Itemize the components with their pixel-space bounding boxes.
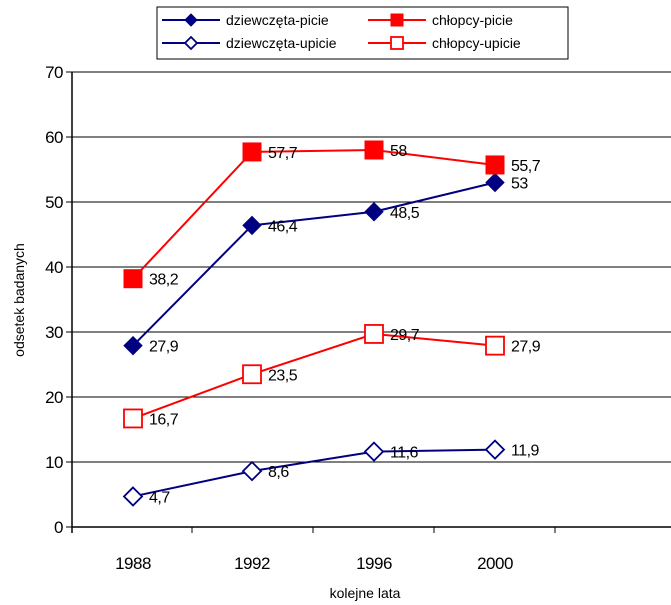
legend-marker [390, 36, 404, 50]
series-line [132, 148, 496, 280]
x-tick-label: 1992 [234, 554, 270, 573]
legend-marker [183, 35, 199, 51]
data-label: 11,6 [390, 445, 419, 462]
data-label: 58 [390, 143, 407, 160]
legend-item-chlopcy-picie: chłopcy-picie [368, 12, 513, 28]
legend-box [156, 6, 569, 60]
legend-item-chlopcy-upicie: chłopcy-upicie [368, 35, 521, 51]
x-tick-label: 1988 [115, 554, 151, 573]
series-dziewczeta-picie [123, 172, 505, 356]
data-point [242, 364, 262, 385]
x-axis-title: kolejne lata [330, 585, 401, 601]
data-point [364, 140, 384, 160]
legend: dziewczęta-picie chłopcy-picie dziewczęta-… [156, 6, 569, 60]
data-label: 23,5 [268, 367, 298, 384]
y-tick-label: 70 [45, 63, 63, 82]
series-line [132, 332, 496, 420]
y-tick-label: 30 [45, 323, 63, 342]
data-point [123, 335, 143, 356]
data-labels: 27,9 46,4 48,5 53 38,2 57,7 58 55,7 4,7 8,6 11,6 11… [149, 143, 541, 506]
data-point [484, 439, 506, 460]
y-tick-label: 50 [45, 193, 63, 212]
series-line [132, 181, 496, 347]
data-point [123, 408, 143, 429]
legend-label: chłopcy-picie [432, 12, 513, 28]
data-label: 27,9 [511, 339, 541, 356]
data-label: 27,9 [149, 339, 179, 356]
x-axis-ticks: 1988 1992 1996 2000 [71, 527, 556, 573]
data-label: 29,7 [390, 327, 420, 344]
legend-marker [390, 13, 404, 27]
y-tick-label: 40 [45, 258, 63, 277]
legend-label: dziewczęta-picie [226, 12, 329, 28]
data-label: 53 [511, 176, 528, 193]
data-label: 38,2 [149, 272, 179, 289]
data-label: 4,7 [149, 489, 170, 506]
y-axis-title: odsetek badanych [11, 243, 27, 357]
legend-label: dziewczęta-upicie [226, 35, 337, 51]
series-line [132, 448, 496, 498]
data-point [364, 324, 384, 344]
data-point [242, 142, 262, 162]
data-label: 16,7 [149, 411, 179, 428]
x-tick-label: 2000 [477, 554, 513, 573]
data-point [364, 202, 384, 222]
data-point [122, 486, 144, 507]
data-label: 55,7 [511, 158, 541, 175]
data-label: 48,5 [390, 205, 420, 222]
data-label: 11,9 [511, 443, 540, 460]
x-tick-label: 1996 [356, 554, 392, 573]
series-chlopcy-upicie [123, 324, 505, 429]
legend-label: chłopcy-upicie [432, 35, 521, 51]
legend-item-dziewczeta-picie: dziewczęta-picie [162, 12, 329, 28]
y-axis-ticks: 0 10 20 30 40 50 60 70 [45, 63, 72, 537]
data-point [242, 215, 262, 236]
data-point [485, 172, 505, 193]
data-point [363, 441, 385, 462]
y-tick-label: 0 [54, 518, 63, 537]
data-label: 57,7 [268, 145, 298, 162]
series-dziewczeta-upicie [122, 439, 506, 507]
series-group [122, 140, 506, 507]
y-tick-label: 60 [45, 128, 63, 147]
axes [71, 72, 671, 533]
legend-marker [184, 13, 198, 27]
data-label: 8,6 [268, 464, 289, 481]
data-label: 46,4 [268, 218, 298, 235]
grid-lines [72, 71, 671, 463]
data-point [241, 460, 263, 482]
y-tick-label: 10 [45, 453, 63, 472]
data-point [485, 335, 505, 356]
series-chlopcy-picie [123, 140, 505, 289]
data-point [123, 269, 143, 289]
y-tick-label: 20 [45, 388, 63, 407]
data-point [485, 155, 505, 175]
legend-item-dziewczeta-upicie: dziewczęta-upicie [162, 35, 337, 51]
